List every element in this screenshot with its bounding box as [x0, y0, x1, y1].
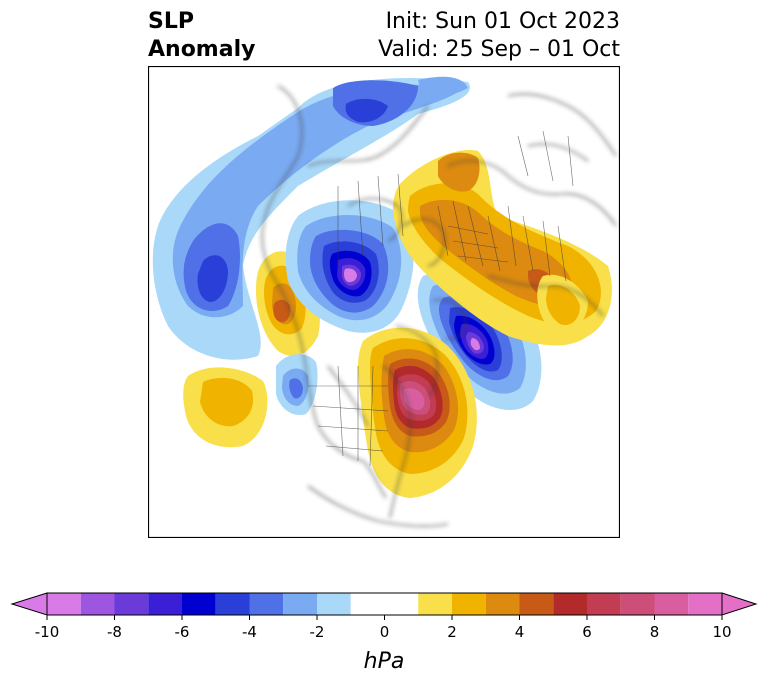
title-line-1: SLP [148, 9, 194, 34]
colorbar-segment [148, 593, 182, 615]
colorbar-segment [114, 593, 149, 615]
init-date-label: Init: Sun 01 Oct 2023 [385, 9, 620, 34]
anomaly-map [148, 66, 620, 538]
colorbar: -10 -8 -6 -4 -2 0 2 4 6 8 10 hPa [10, 592, 758, 674]
valid-range-label: Valid: 25 Sep – 01 Oct [378, 37, 620, 62]
colorbar-segment [688, 593, 722, 615]
map-subtitle: Init: Sun 01 Oct 2023 Valid: 25 Sep – 01… [378, 8, 620, 64]
map-frame [148, 66, 620, 538]
colorbar-tick-label: 6 [582, 623, 592, 641]
colorbar-extend-high [721, 592, 758, 616]
colorbar-tick-label: 2 [447, 623, 457, 641]
anomaly-high-subtropical-pacific [183, 367, 268, 448]
colorbar-segment [47, 593, 81, 615]
colorbar-body [10, 592, 758, 616]
anomaly-low-canada [285, 200, 414, 333]
map-title: SLP Anomaly [148, 8, 255, 64]
colorbar-segment [519, 593, 554, 615]
colorbar-segment [485, 593, 520, 615]
colorbar-unit-label: hPa [364, 649, 405, 674]
colorbar-extend-low [10, 592, 48, 616]
anomaly-contours [152, 76, 617, 527]
colorbar-segment [418, 593, 452, 615]
colorbar-tick-label: 4 [515, 623, 525, 641]
colorbar-segment [249, 593, 284, 615]
colorbar-segment [283, 593, 317, 615]
anomaly-low-pacific [152, 76, 470, 360]
colorbar-segment [553, 593, 587, 615]
colorbar-segment [620, 593, 655, 615]
coastlines [261, 85, 617, 527]
anomaly-low-southwest [276, 354, 318, 416]
colorbar-segment [182, 593, 216, 615]
colorbar-segment [215, 593, 250, 615]
title-line-2: Anomaly [148, 37, 256, 62]
colorbar-tick-label: -10 [35, 623, 60, 641]
colorbar-segment [587, 593, 621, 615]
colorbar-tick-label: -4 [242, 623, 257, 641]
political-borders [308, 130, 574, 467]
colorbar-segment [654, 593, 689, 615]
colorbar-ticks: -10 -8 -6 -4 -2 0 2 4 6 8 10 [35, 615, 732, 641]
colorbar-segment [350, 593, 419, 615]
colorbar-tick-label: 10 [712, 623, 731, 641]
colorbar-tick-label: -6 [175, 623, 190, 641]
colorbar-segment [80, 593, 115, 615]
anomaly-high-eastern-us [358, 327, 477, 498]
colorbar-tick-label: 8 [650, 623, 660, 641]
colorbar-tick-label: -2 [310, 623, 325, 641]
colorbar-segment [317, 593, 351, 615]
anomaly-high-europe [393, 150, 612, 346]
colorbar-tick-label: 0 [380, 623, 390, 641]
colorbar-segment [452, 593, 486, 615]
colorbar-tick-label: -8 [107, 623, 122, 641]
